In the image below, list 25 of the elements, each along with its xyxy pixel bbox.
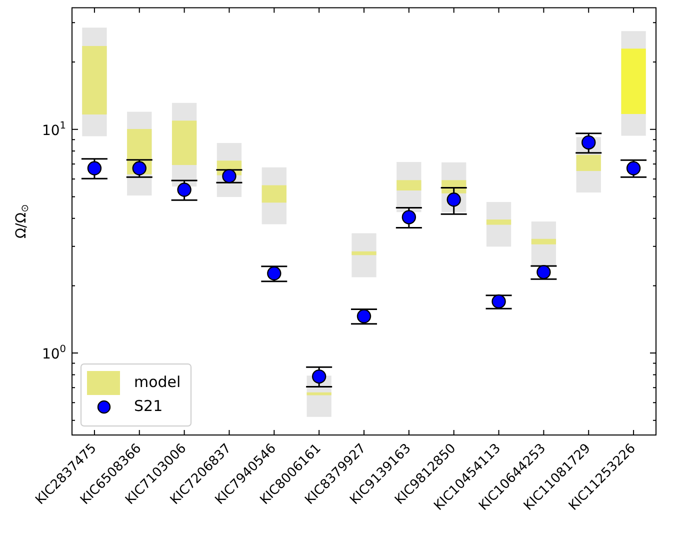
point <box>402 210 416 224</box>
point <box>267 266 282 280</box>
bar <box>352 233 376 278</box>
bar <box>576 154 601 171</box>
point <box>626 161 641 176</box>
point <box>492 294 506 309</box>
point <box>87 161 102 176</box>
legend-label: S21 <box>134 396 163 415</box>
point <box>312 369 326 384</box>
bar <box>262 185 286 203</box>
bar <box>82 46 107 114</box>
point <box>356 309 372 324</box>
point <box>536 265 551 280</box>
legend-label: model <box>134 372 181 391</box>
bar <box>352 251 376 256</box>
point <box>177 182 192 197</box>
point <box>582 135 596 150</box>
point <box>446 192 461 207</box>
bar <box>531 238 556 244</box>
point <box>132 161 146 176</box>
bar <box>172 120 197 166</box>
bar <box>621 48 646 114</box>
y-axis-title: Ω/Ω⊙ <box>14 204 32 239</box>
bar <box>486 220 512 225</box>
bar <box>396 180 422 190</box>
